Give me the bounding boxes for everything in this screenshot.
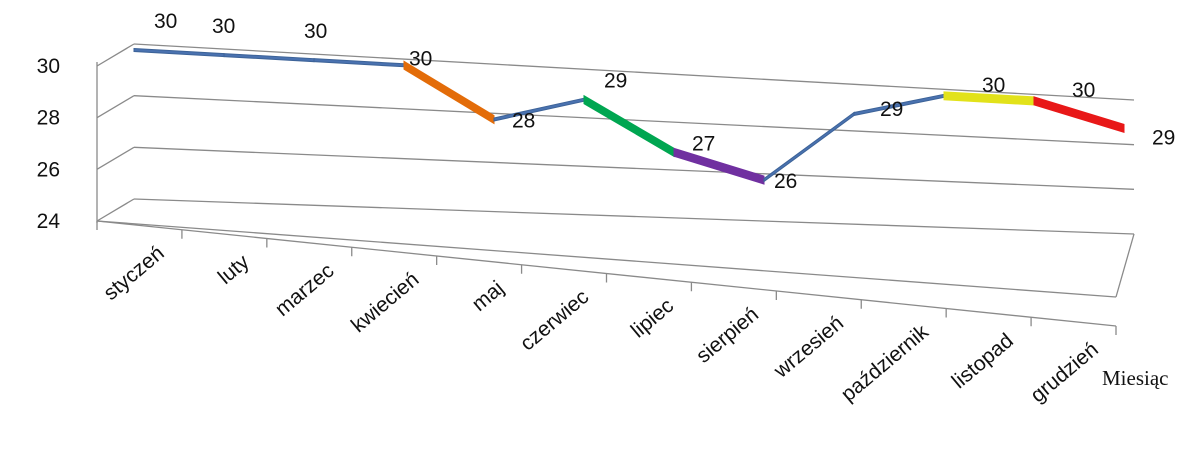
data-label: 29 [604,70,627,93]
y-tick-label: 24 [37,210,61,233]
axis-layer [96,62,1135,335]
data-label: 30 [1072,79,1095,102]
line-segment [673,147,765,185]
gridline [133,95,1135,146]
series-line [133,47,1125,185]
data-labels: 30 30 30 30 28 29 27 26 29 30 30 29 [154,10,1175,193]
x-tick-label: czerwiec [516,285,593,355]
gridline [133,198,1135,235]
gridline [133,146,1135,190]
x-tick-label: grudzień [1026,338,1102,407]
line-segment [223,53,315,63]
data-label: 27 [692,132,715,155]
data-label: 30 [212,15,235,38]
x-tick-label: wrzesień [769,312,848,384]
x-tick-label: maj [468,277,509,316]
y-tick-label: 30 [37,55,60,78]
line-segment [313,58,405,68]
x-tick-label: marzec [271,259,339,321]
data-label: 30 [304,20,327,43]
x-tick-label: kwiecień [347,268,423,337]
line-segment [1033,96,1125,134]
data-label: 29 [1152,126,1175,149]
gridline [96,198,135,222]
y-tick-label: 28 [37,107,60,130]
data-label: 30 [154,10,177,33]
y-tick-labels: 24 26 28 30 [37,55,61,233]
x-tick-labels: styczeń luty marzec kwiecień maj czerwiec lipi… [99,242,1102,408]
data-label: 30 [982,74,1005,97]
line-segment [403,60,495,125]
floor-edge [1115,233,1135,298]
line-segment [133,47,225,58]
gridline [96,146,135,170]
x-tick-label: lipiec [627,294,678,342]
grid-layer [96,43,1135,235]
x-tick-label: październik [837,320,934,406]
x-tick-label: luty [214,250,254,289]
data-label: 28 [512,109,535,132]
x-axis [96,220,1117,298]
gridline [133,43,1135,101]
data-label: 26 [774,170,797,193]
x-tick-label: styczeń [99,242,168,305]
data-label: 30 [409,47,432,70]
line-segment [583,94,675,158]
x-tick-label: sierpień [692,303,763,368]
x-axis-title: Miesiąc [1102,366,1168,390]
gridline [96,95,135,119]
gridline [96,43,135,67]
x-tick-label: listopad [948,329,1018,393]
y-tick-label: 26 [37,158,60,181]
data-label: 29 [880,98,903,121]
